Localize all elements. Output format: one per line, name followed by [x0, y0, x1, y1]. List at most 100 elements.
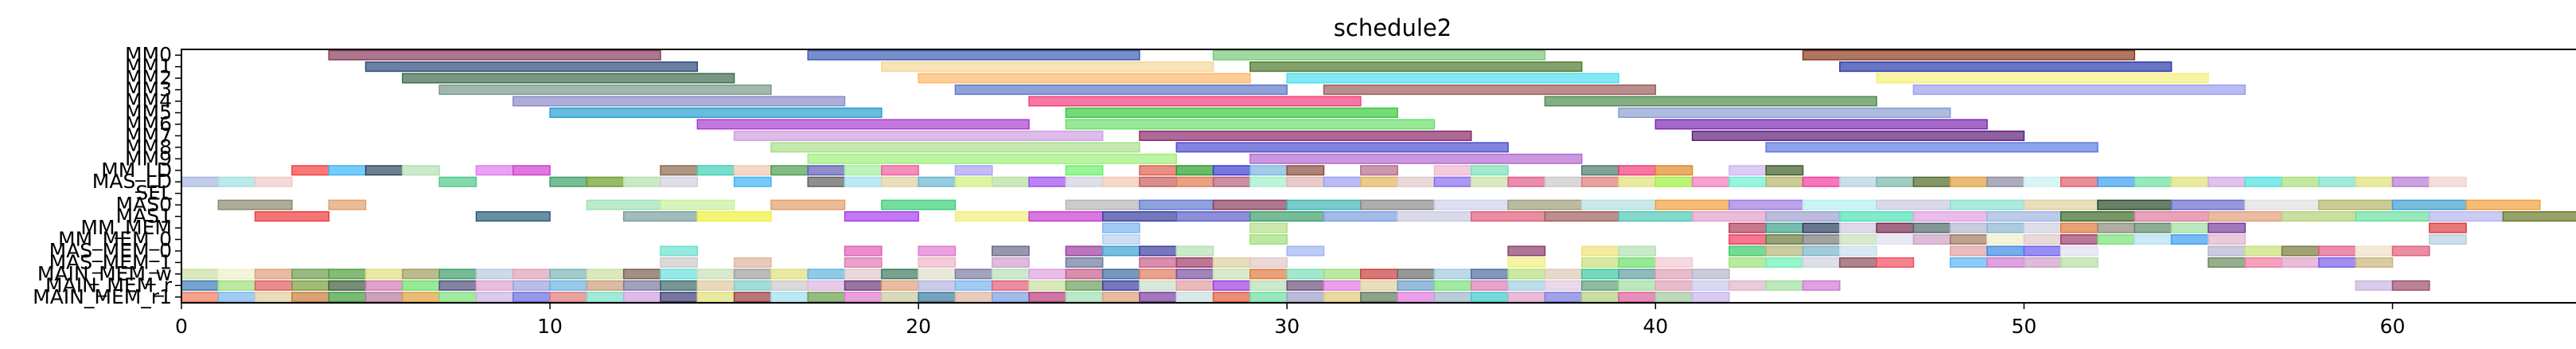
- gantt-bar: [1765, 222, 1804, 233]
- x-tick-label: 50: [2011, 315, 2036, 338]
- gantt-bar: [622, 269, 661, 280]
- gantt-bar: [1028, 292, 1067, 303]
- gantt-bar: [438, 269, 477, 280]
- gantt-bar: [1360, 292, 1398, 303]
- gantt-bar: [2208, 257, 2246, 268]
- gantt-bar: [2502, 211, 2576, 222]
- gantt-bar: [1618, 165, 1657, 176]
- gantt-bar: [696, 280, 735, 291]
- gantt-bar: [954, 280, 993, 291]
- y-tick-label: MM8: [125, 135, 172, 159]
- gantt-bar: [2355, 257, 2394, 268]
- gantt-bar: [1471, 211, 1546, 222]
- gantt-bar: [2208, 211, 2283, 222]
- gantt-bar: [1286, 245, 1325, 257]
- gantt-bar: [696, 292, 735, 303]
- gantt-bar: [844, 280, 883, 291]
- gantt-bar: [1101, 269, 1140, 280]
- gantt-bar: [438, 84, 772, 96]
- gantt-bar: [1654, 199, 1730, 210]
- gantt-bar: [402, 280, 440, 291]
- gantt-bar: [918, 280, 957, 291]
- gantt-bar: [1654, 257, 1693, 268]
- gantt-bar: [1139, 130, 1472, 141]
- gantt-bar: [1912, 222, 1951, 233]
- gantt-bar: [2208, 176, 2246, 187]
- gantt-bar: [1212, 280, 1251, 291]
- gantt-bar: [807, 176, 846, 187]
- gantt-bar: [1544, 280, 1583, 291]
- gantt-bar: [2170, 176, 2209, 187]
- gantt-bar: [1839, 61, 2173, 73]
- gantt-bar: [1876, 176, 1915, 187]
- gantt-bar: [992, 269, 1030, 280]
- gantt-bar: [1876, 73, 2209, 84]
- gantt-bar: [2060, 233, 2099, 245]
- gantt-bar: [402, 73, 735, 84]
- gantt-bar: [770, 165, 809, 176]
- gantt-bar: [1728, 233, 1767, 245]
- gantt-bar: [1249, 153, 1583, 164]
- gantt-bar: [475, 292, 514, 303]
- gantt-bar: [2465, 199, 2541, 210]
- gantt-bar: [1065, 280, 1104, 291]
- gantt-bar: [1765, 280, 1804, 291]
- gantt-bar: [1433, 269, 1472, 280]
- gantt-bar: [1580, 292, 1619, 303]
- gantt-bar: [2281, 176, 2320, 187]
- gantt-bar: [1249, 61, 1583, 73]
- gantt-bar: [1986, 176, 2025, 187]
- gantt-bar: [2134, 233, 2173, 245]
- gantt-bar: [2391, 199, 2467, 210]
- gantt-bar: [1580, 245, 1619, 257]
- gantt-bar: [254, 176, 293, 187]
- gantt-bar: [2355, 211, 2430, 222]
- gantt-bar: [1139, 257, 1178, 268]
- gantt-bar: [2097, 233, 2136, 245]
- y-tick-label: MM2: [125, 66, 172, 89]
- gantt-bar: [1728, 280, 1767, 291]
- gantt-bar: [1580, 199, 1657, 210]
- gantt-bar: [1397, 176, 1436, 187]
- gantt-bar: [1101, 245, 1140, 257]
- gantt-bar: [1175, 211, 1251, 222]
- gantt-bar: [1765, 245, 1804, 257]
- gantt-bar: [807, 49, 1140, 61]
- y-tick-label: MM6: [125, 112, 172, 135]
- gantt-bar: [1839, 222, 1877, 233]
- gantt-bar: [1212, 49, 1546, 61]
- gantt-bar: [1175, 280, 1214, 291]
- gantt-bar: [1286, 292, 1325, 303]
- gantt-bar: [1323, 211, 1398, 222]
- gantt-bar: [1618, 292, 1657, 303]
- y-tick-label: MM0: [125, 43, 172, 66]
- gantt-bar: [2318, 199, 2394, 210]
- gantt-bar: [1839, 211, 1915, 222]
- gantt-bar: [1101, 233, 1140, 245]
- gantt-bar: [1028, 280, 1067, 291]
- gantt-bar: [217, 280, 256, 291]
- gantt-bar: [254, 211, 329, 222]
- gantt-bar: [881, 61, 1214, 73]
- gantt-bar: [1654, 280, 1693, 291]
- gantt-bar: [1433, 292, 1472, 303]
- y-tick-label: MAIN_MEM_r1: [33, 285, 172, 308]
- gantt-bar: [291, 165, 329, 176]
- gantt-bar: [1028, 96, 1362, 107]
- gantt-bar: [1249, 292, 1288, 303]
- gantt-bar: [733, 165, 772, 176]
- gantt-bar: [2318, 245, 2356, 257]
- y-tick-label: MAS_LD: [92, 170, 172, 193]
- x-axis: 0 10 20 30 40 50 60: [175, 303, 2405, 338]
- gantt-bar: [1101, 211, 1178, 222]
- gantt-bar: [475, 165, 514, 176]
- y-tick-label: MAS_MEM_0: [49, 239, 172, 262]
- gantt-bar: [1065, 245, 1104, 257]
- gantt-bar: [1065, 119, 1436, 130]
- gantt-bar: [1986, 257, 2025, 268]
- gantt-bar: [1839, 176, 1877, 187]
- gantt-bar: [1876, 233, 1915, 245]
- gantt-bar: [1360, 280, 1398, 291]
